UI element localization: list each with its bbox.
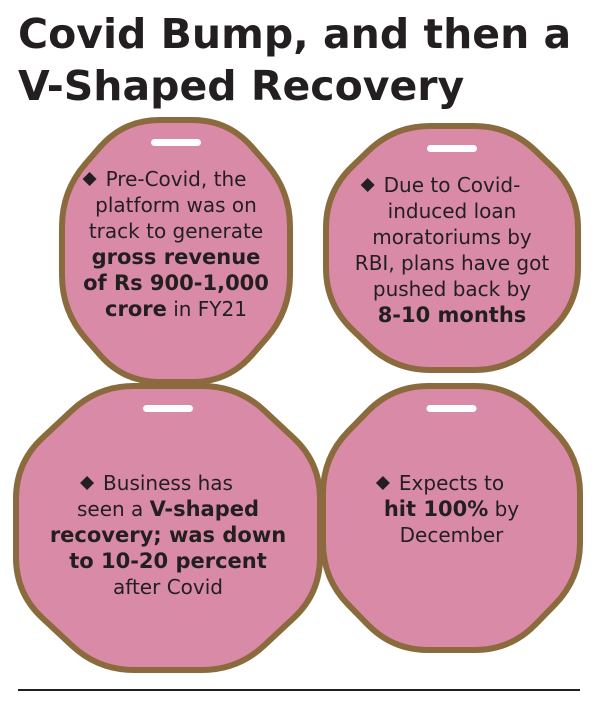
text-run: RBI, plans have got: [355, 251, 550, 275]
text-run: December: [400, 523, 504, 547]
tag-slot: [427, 145, 477, 152]
text-run: crore: [105, 297, 167, 321]
card-line: Pre-Covid, the: [106, 167, 247, 191]
tag-slot: [143, 405, 193, 412]
card-line: Business has: [103, 471, 233, 495]
card-line: pushed back by: [373, 277, 531, 301]
card-line: gross revenue: [92, 245, 261, 269]
text-run: pushed back by: [373, 277, 531, 301]
text-run: platform was on: [95, 193, 257, 217]
card-line: platform was on: [95, 193, 257, 217]
bullet-diamond: [82, 172, 97, 186]
card: [320, 383, 583, 653]
text-run: 8-10 months: [378, 303, 527, 327]
card: [323, 123, 581, 373]
card-line: Due to Covid-: [384, 173, 521, 197]
tag-slot: [426, 405, 477, 412]
card-line: hit 100% by: [384, 497, 519, 521]
tag-slot: [151, 139, 201, 146]
text-run: Due to Covid-: [384, 173, 521, 197]
card-line: track to generate: [89, 219, 263, 243]
card: [59, 117, 293, 385]
text-run: after Covid: [113, 575, 223, 599]
card-line: recovery; was down: [50, 523, 286, 547]
text-run: moratoriums by: [372, 225, 532, 249]
text-run: V-shaped: [150, 497, 259, 521]
card-line: Expects to: [399, 471, 504, 495]
text-run: Expects to: [399, 471, 504, 495]
text-run: seen a: [77, 497, 150, 521]
text-run: Business has: [103, 471, 233, 495]
card-line: December: [400, 523, 504, 547]
text-run: induced loan: [388, 199, 517, 223]
card-line: induced loan: [388, 199, 517, 223]
card-line: of Rs 900-1,000: [83, 271, 269, 295]
text-run: in FY21: [167, 297, 247, 321]
bullet-diamond: [80, 476, 95, 490]
title-line: V-Shaped Recovery: [18, 62, 464, 110]
text-run: track to generate: [89, 219, 263, 243]
card-line: after Covid: [113, 575, 223, 599]
text-run: gross revenue: [92, 245, 261, 269]
text-run: recovery; was down: [50, 523, 286, 547]
card-line: crore in FY21: [105, 297, 247, 321]
card-line: 8-10 months: [378, 303, 527, 327]
text-run: hit 100%: [384, 497, 488, 521]
card-line: seen a V-shaped: [77, 497, 259, 521]
title-line: Covid Bump, and then a: [18, 10, 571, 58]
text-run: to 10-20 percent: [69, 549, 267, 573]
bullet-diamond: [360, 178, 375, 192]
card: [13, 383, 323, 673]
text-run: by: [488, 497, 519, 521]
bullet-diamond: [375, 476, 390, 490]
card-line: moratoriums by: [372, 225, 532, 249]
text-run: of Rs 900-1,000: [83, 271, 269, 295]
card-line: to 10-20 percent: [69, 549, 267, 573]
card-line: RBI, plans have got: [355, 251, 550, 275]
text-run: Pre-Covid, the: [106, 167, 247, 191]
